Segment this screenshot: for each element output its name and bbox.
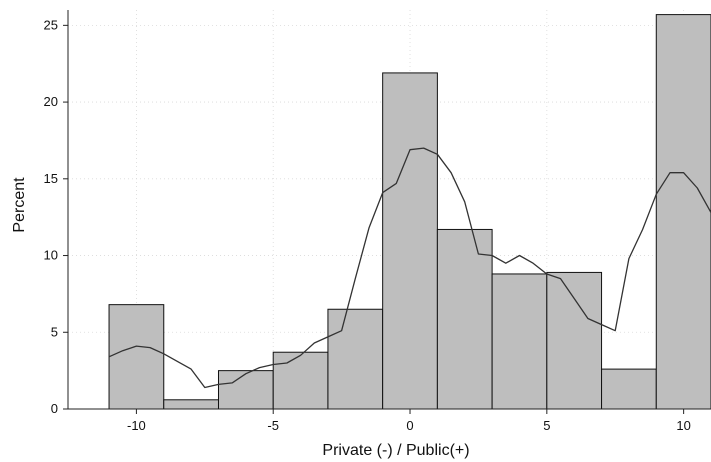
y-tick-label: 25	[44, 17, 58, 32]
bar-8	[546, 271, 603, 410]
axes: 0 5 10 15 20 25 -10 -5 0 5 10	[44, 10, 711, 433]
bar-10	[655, 14, 711, 410]
y-tick-label: 15	[44, 171, 58, 186]
bar-6	[436, 228, 493, 410]
y-tick-label: 20	[44, 94, 58, 109]
x-tick-label: 10	[676, 418, 690, 433]
bar-1	[163, 399, 219, 410]
y-tick-label: 5	[51, 324, 58, 339]
density-line	[108, 147, 711, 389]
x-axis-title: Private (-) / Public(+)	[322, 442, 469, 459]
bar-2	[217, 370, 274, 410]
bar-5	[382, 72, 438, 410]
bar-0	[108, 304, 165, 410]
bar-3	[272, 351, 329, 410]
bar-7	[491, 273, 548, 410]
y-axis-title: Percent	[11, 177, 28, 233]
x-tick-label: -10	[127, 418, 146, 433]
density-curve	[108, 147, 711, 389]
x-tick-label: 5	[543, 418, 550, 433]
bar-4	[327, 308, 384, 410]
y-tick-label: 10	[44, 248, 58, 263]
y-tick-label: 0	[51, 401, 58, 416]
bar-9	[601, 368, 657, 410]
bars	[108, 14, 711, 410]
x-tick-label: -5	[267, 418, 279, 433]
x-tick-label: 0	[406, 418, 413, 433]
